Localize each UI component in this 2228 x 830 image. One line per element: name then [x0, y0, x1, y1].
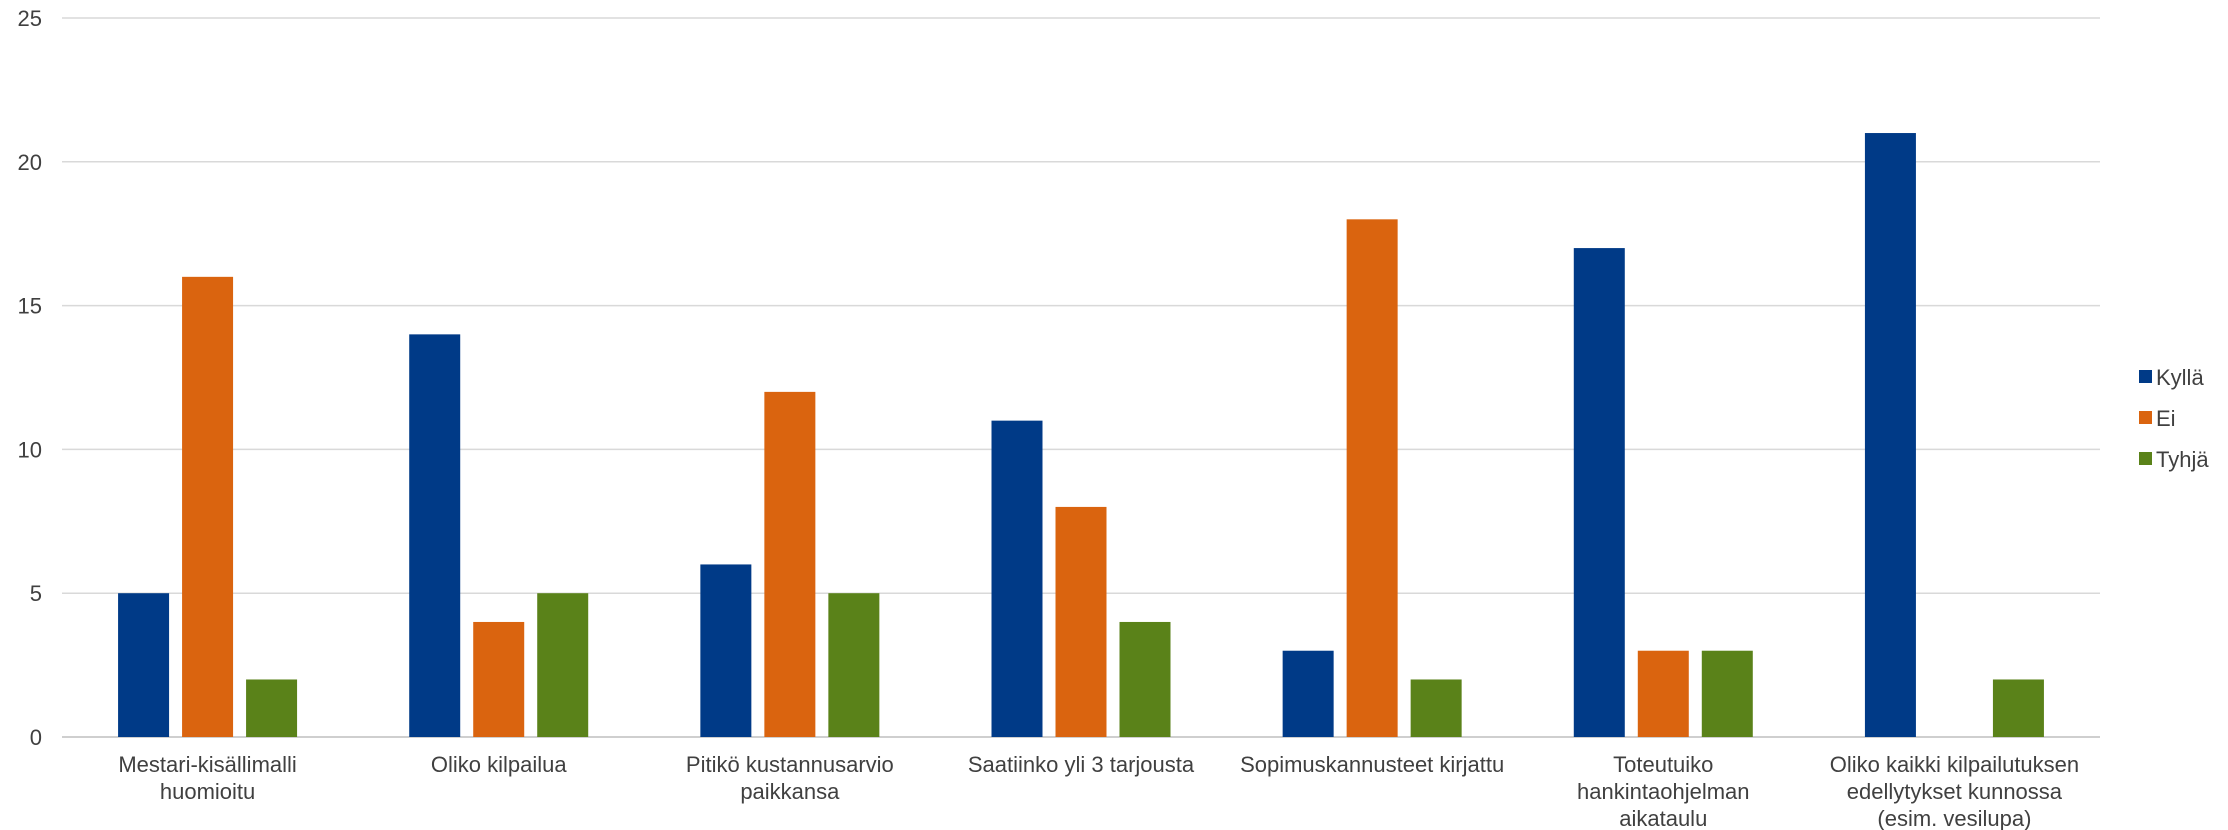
x-axis: Mestari-kisällimalli huomioitu Oliko kilpa… [118, 752, 2079, 830]
x-category-label-line: (esim. vesilupa) [1877, 806, 2031, 830]
y-tick-label: 25 [18, 6, 42, 31]
y-axis: 0 5 10 15 20 25 [18, 6, 42, 750]
legend-swatch-ei [2139, 411, 2152, 424]
x-category-label: Mestari-kisällimalli huomioitu [118, 752, 296, 804]
bar-kyllä [409, 334, 461, 737]
x-category-label-line: hankintaohjelman [1577, 779, 1749, 804]
y-tick-label: 15 [18, 294, 42, 319]
legend-label-kyllä: Kyllä [2156, 365, 2204, 390]
legend: Kyllä Ei Tyhjä [2139, 365, 2209, 472]
x-category-label-line: Oliko kaikki kilpailutuksen [1830, 752, 2079, 777]
bar-kyllä [1573, 248, 1625, 737]
x-category-label: Pitikö kustannusarvio paikkansa [686, 752, 894, 804]
y-tick-label: 20 [18, 150, 42, 175]
x-category-label-line: Mestari-kisällimalli [118, 752, 296, 777]
x-category-label-line: huomioitu [160, 779, 255, 804]
bar-tyhjä [537, 593, 589, 737]
legend-label-tyhjä: Tyhjä [2156, 447, 2209, 472]
x-category-label: Oliko kilpailua [431, 752, 567, 777]
legend-label-ei: Ei [2156, 406, 2176, 431]
x-category-label: Sopimuskannusteet kirjattu [1240, 752, 1504, 777]
x-category-label-line: paikkansa [740, 779, 840, 804]
x-category-label-line: Toteutuiko [1613, 752, 1713, 777]
x-category-label-line: aikataulu [1619, 806, 1707, 830]
bar-tyhjä [1701, 650, 1753, 737]
bar-kyllä [118, 593, 170, 737]
x-category-label-line: Saatiinko yli 3 tarjousta [968, 752, 1195, 777]
bar-ei [1637, 650, 1689, 737]
x-category-label-line: Pitikö kustannusarvio [686, 752, 894, 777]
bar-tyhjä [1119, 621, 1171, 737]
bar-tyhjä [1410, 679, 1462, 737]
bar-tyhjä [246, 679, 298, 737]
bar-ei [182, 276, 234, 737]
bar-tyhjä [828, 593, 880, 737]
x-category-label-line: edellytykset kunnossa [1847, 779, 2063, 804]
y-tick-label: 5 [30, 581, 42, 606]
bars [118, 133, 2044, 738]
bar-ei [473, 621, 525, 737]
y-tick-label: 10 [18, 437, 42, 462]
bar-kyllä [1864, 133, 1916, 738]
bar-ei [1055, 506, 1107, 737]
bar-ei [1346, 219, 1398, 737]
legend-swatch-kyllä [2139, 370, 2152, 383]
bar-kyllä [991, 420, 1043, 737]
x-category-label: Oliko kaikki kilpailutuksen edellytykset … [1830, 752, 2079, 830]
x-category-label: Toteutuiko hankintaohjelman aikataulu [1577, 752, 1749, 830]
bar-kyllä [1282, 650, 1334, 737]
y-tick-label: 0 [30, 725, 42, 750]
x-category-label-line: Oliko kilpailua [431, 752, 567, 777]
x-category-label-line: Sopimuskannusteet kirjattu [1240, 752, 1504, 777]
bar-tyhjä [1992, 679, 2044, 737]
bar-ei [764, 391, 816, 737]
gridlines [62, 17, 2100, 738]
bar-kyllä [700, 564, 752, 737]
legend-swatch-tyhjä [2139, 452, 2152, 465]
x-category-label: Saatiinko yli 3 tarjousta [968, 752, 1195, 777]
